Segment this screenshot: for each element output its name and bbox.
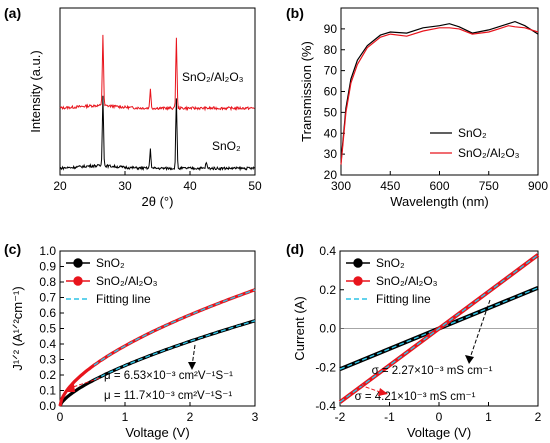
panel-c-annotation-1: μ = 11.7×10⁻³ cm²V⁻¹S⁻¹ [104, 390, 232, 402]
panel-c-y-tick-label: 0.0 [39, 399, 56, 413]
panel-b-x-tick-label: 750 [479, 179, 499, 193]
panel-c-x-tick-label: 3 [252, 410, 259, 424]
panel-a-label: (a) [4, 5, 21, 21]
panel-d-y-tick-label: -0.2 [315, 360, 336, 374]
panel-d-annotation-0: σ = 2.27×10⁻³ mS cm⁻¹ [372, 365, 493, 377]
panel-c-annotation-0: μ = 6.53×10⁻³ cm²V⁻¹S⁻¹ [104, 370, 233, 382]
panel-c-x-tick-label: 2 [187, 410, 194, 424]
panel-d-legend-text-1: SnO₂/Al₂O₃ [376, 274, 438, 288]
panel-d-x-tick-label: -2 [335, 410, 346, 424]
panel-b-y-tick-label: 60 [324, 85, 338, 99]
panel-a-x-tick-label: 40 [183, 179, 197, 193]
panel-d-xlabel: Voltage (V) [407, 425, 471, 440]
panel-c-y-tick-label: 0.2 [39, 368, 56, 382]
panel-b-y-tick-label: 70 [324, 64, 338, 78]
panel-c-y-tick-label: 0.6 [39, 306, 56, 320]
panel-b-y-tick-label: 50 [324, 105, 338, 119]
panel-c-y-tick-label: 0.4 [39, 337, 56, 351]
panel-d-legend-text-0: SnO₂ [376, 256, 405, 270]
panel-c-arrow-1 [69, 377, 101, 389]
panel-b-y-tick-label: 40 [324, 126, 338, 140]
panel-c-y-tick-label: 1.0 [39, 244, 56, 258]
panel-c-legend-marker-1 [73, 276, 83, 286]
panel-c-legend-text-0: SnO₂ [96, 256, 125, 270]
panel-d-x-tick-label: 0 [436, 410, 443, 424]
panel-a-x-tick-label: 30 [118, 179, 132, 193]
panel-b-x-tick-label: 900 [528, 179, 548, 193]
panel-b-y-tick-label: 80 [324, 43, 338, 57]
panel-d-fit-1 [339, 254, 539, 403]
panel-b-series-1 [340, 25, 539, 165]
panel-c-ylabel: J¹ᐟ² (A¹ᐟ²cm⁻¹) [10, 286, 25, 370]
panel-c-arrowhead-0 [188, 362, 196, 370]
panel-b-legend-text-1: SnO₂/Al₂O₃ [458, 146, 520, 160]
panel-c-y-tick-label: 0.8 [39, 275, 56, 289]
panel-d-arrowhead-1 [378, 388, 388, 396]
panel-b-legend-text-0: SnO₂ [458, 126, 487, 140]
panel-a-series-1 [59, 95, 255, 172]
panel-c-arrow-0 [191, 344, 196, 367]
panel-a-x-tick-label: 20 [53, 179, 67, 193]
panel-b-label: (b) [286, 5, 304, 21]
panel-c-y-tick-label: 0.3 [39, 353, 56, 367]
panel-d-x-tick-label: 1 [485, 410, 492, 424]
panel-c-legend-text-2: Fitting line [96, 292, 151, 306]
panel-b-y-tick-label: 30 [324, 147, 338, 161]
panel-c-x-tick-label: 0 [57, 410, 64, 424]
panel-c-x-tick-label: 1 [122, 410, 129, 424]
panel-d-arrow-1 [359, 384, 381, 393]
panel-a-ylabel: Intensity (a.u.) [28, 50, 43, 132]
panel-d-ylabel: Current (A) [292, 296, 307, 360]
panel-c-series-1 [58, 288, 256, 407]
panel-d-annotation-1: σ = 4.21×10⁻³ mS cm⁻¹ [355, 391, 476, 403]
panel-c-xlabel: Voltage (V) [125, 425, 189, 440]
panel-d-x-tick-label: -1 [384, 410, 395, 424]
panel-c-y-tick-label: 0.1 [39, 384, 56, 398]
panel-d-y-tick-label: -0.4 [315, 399, 336, 413]
panel-d-arrow-0 [469, 299, 491, 359]
panel-c-fit-1 [93, 289, 256, 366]
panel-a-label-series-0: SnO₂/Al₂O₃ [182, 70, 244, 84]
panel-a-label-series-1: SnO₂ [212, 139, 241, 153]
panel-a-xlabel: 2θ (°) [142, 194, 174, 209]
panel-d-y-tick-label: 0.2 [319, 283, 336, 297]
panel-d-x-tick-label: 2 [535, 410, 542, 424]
panel-c-legend-text-1: SnO₂/Al₂O₃ [96, 274, 158, 288]
panel-b-x-tick-label: 450 [380, 179, 400, 193]
panel-d-legend-text-2: Fitting line [376, 292, 431, 306]
panel-b-series-0 [340, 20, 539, 163]
panel-c-label: (c) [4, 241, 21, 257]
panel-b-y-tick-label: 90 [324, 22, 338, 36]
panel-c-arrowhead-1 [65, 384, 75, 392]
panel-c-legend-marker-0 [73, 258, 83, 268]
panel-d-legend-marker-1 [353, 276, 363, 286]
panel-d-y-tick-label: 0.4 [319, 244, 336, 258]
panel-b-xlabel: Wavelength (nm) [390, 194, 489, 209]
panel-d-legend-marker-0 [353, 258, 363, 268]
panel-b-y-tick-label: 20 [324, 168, 338, 182]
panel-d-y-tick-label: 0.0 [319, 322, 336, 336]
panel-c-y-tick-label: 0.9 [39, 260, 56, 274]
panel-a-series-0 [59, 34, 255, 112]
panel-b-ylabel: Transmission (%) [299, 41, 314, 142]
panel-d-label: (d) [286, 241, 304, 257]
panel-b-x-tick-label: 600 [429, 179, 449, 193]
panel-c-y-tick-label: 0.7 [39, 291, 56, 305]
panel-a-x-tick-label: 50 [248, 179, 262, 193]
panel-b-x-tick-label: 300 [331, 179, 351, 193]
panel-a-axes [59, 7, 256, 176]
panel-c-y-tick-label: 0.5 [39, 322, 56, 336]
panel-d-arrowhead-0 [465, 355, 474, 364]
